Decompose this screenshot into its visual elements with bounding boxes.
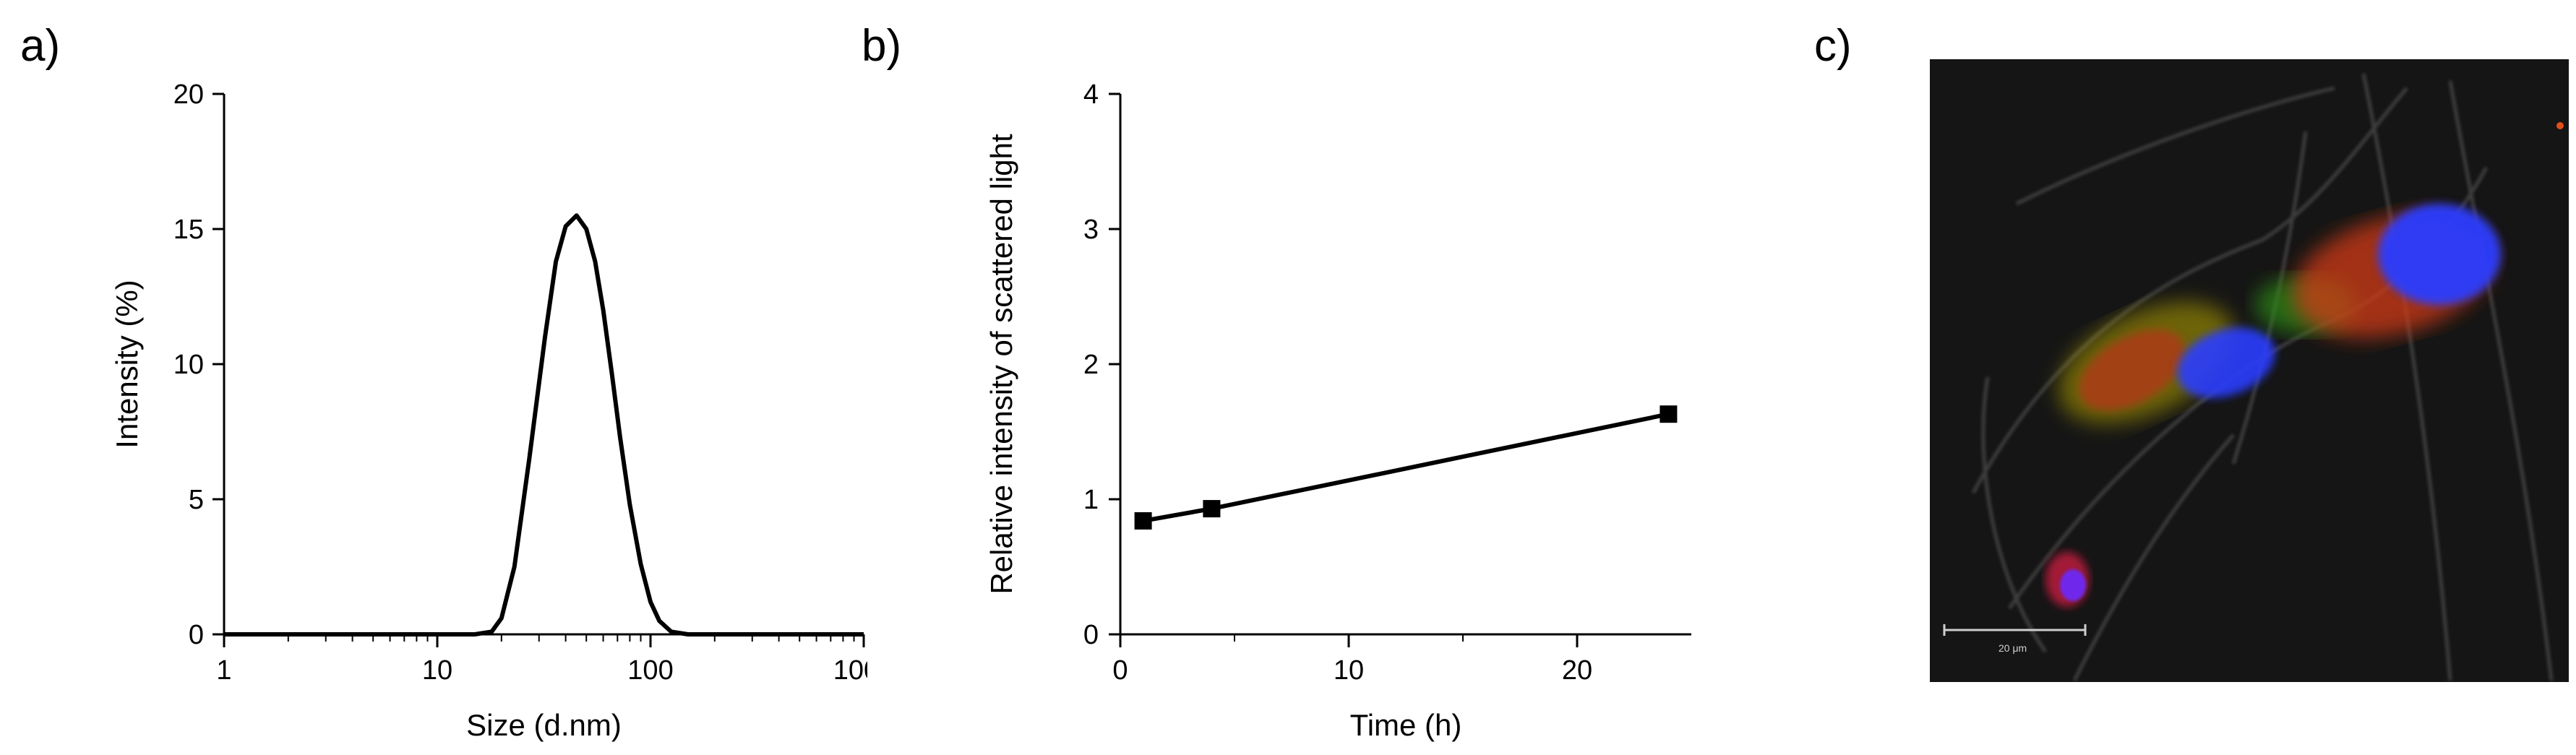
y-tick-label: 10 (173, 350, 204, 380)
chart-a: 0 5 10 15 20 1 10 100 1000 Size (d.nm) Intensity (… (110, 79, 867, 742)
y-tick-label: 20 (173, 79, 204, 110)
size-distribution-line (224, 213, 864, 637)
x-tick-label: 1000 (833, 655, 867, 686)
y-tick-label: 5 (189, 485, 204, 515)
y-tick-label: 3 (1083, 215, 1099, 245)
panel-label-b: b) (862, 21, 902, 71)
x-tick-label: 1 (216, 655, 231, 686)
x-tick-label: 0 (1112, 655, 1128, 686)
y-tick-label: 1 (1083, 485, 1099, 515)
cell-outlines (1971, 73, 2554, 682)
y-axis-title: Intensity (%) (110, 280, 144, 448)
scale-bar-label: 20 μm (1998, 642, 2027, 654)
chart-b: 0 1 2 3 4 0 10 20 Time (h) Relative intensity of … (984, 79, 1691, 742)
x-axis-title: Size (d.nm) (466, 708, 622, 742)
x-tick-label: 10 (1334, 655, 1364, 686)
panel-label-c: c) (1814, 21, 1852, 71)
y-tick-label: 2 (1083, 350, 1099, 380)
scattering-trend-line (1143, 412, 1670, 523)
cell-stain (2045, 122, 2564, 607)
data-point (1660, 405, 1678, 423)
x-tick-label: 10 (422, 655, 452, 686)
x-tick-label: 20 (1562, 655, 1592, 686)
y-tick-label: 0 (1083, 620, 1099, 650)
data-point (1134, 512, 1152, 530)
x-axis-title: Time (h) (1350, 708, 1462, 742)
y-tick-label: 4 (1083, 79, 1099, 110)
panel-label-a: a) (20, 21, 61, 71)
y-axis-title: Relative intensity of scattered light (984, 134, 1018, 595)
y-tick-label: 15 (173, 215, 204, 245)
y-tick-label: 0 (189, 620, 204, 650)
micrograph-image: 20 μm (1930, 59, 2569, 682)
fluorescence-micrograph: 20 μm (1930, 59, 2569, 682)
x-tick-label: 100 (627, 655, 673, 686)
data-point (1203, 500, 1221, 518)
